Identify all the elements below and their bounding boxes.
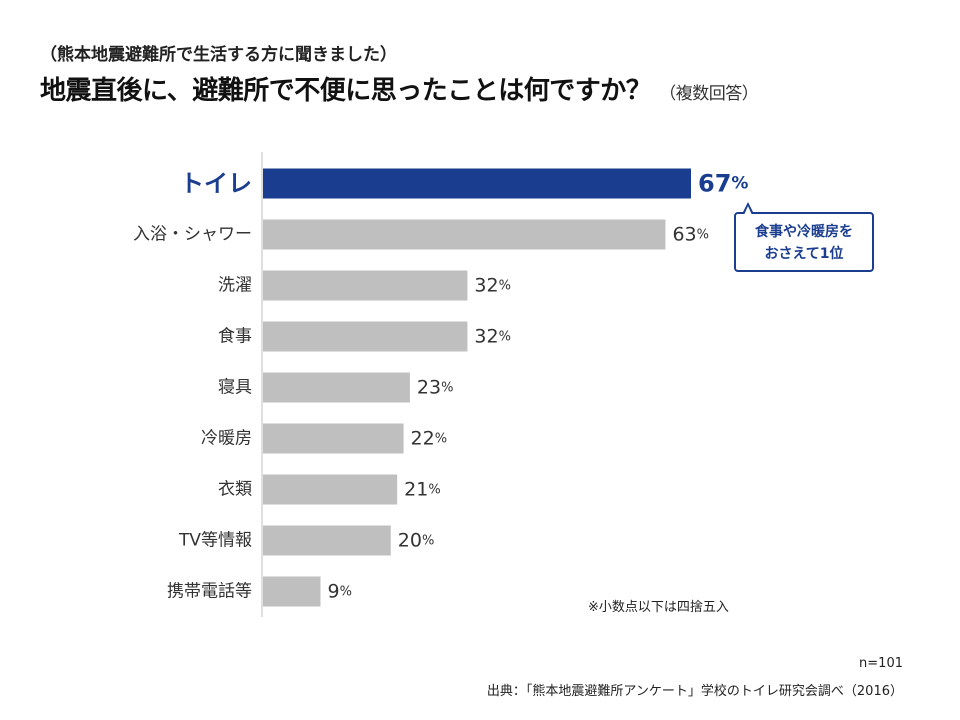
value-label: 32%	[474, 326, 511, 348]
chart-title-text: 地震直後に、避難所で不便に思ったことは何ですか？	[40, 76, 652, 106]
value-label: 9%	[327, 581, 351, 603]
bar-2	[263, 219, 666, 250]
value-label: 23%	[417, 377, 454, 399]
value-label: 21%	[404, 479, 441, 501]
value-label: 63%	[672, 224, 709, 246]
value-label: 67%	[698, 170, 748, 198]
bar-5	[263, 372, 410, 403]
category-label: TV等情報	[178, 531, 252, 551]
category-label: 食事	[218, 327, 252, 347]
title-note: （複数回答）	[659, 84, 759, 104]
category-label: 寝具	[218, 377, 252, 398]
value-label: 32%	[474, 275, 511, 297]
sample-size: n=101	[859, 656, 903, 671]
category-label: 衣類	[218, 480, 252, 500]
category-label: トイレ	[180, 170, 252, 198]
bar-3	[263, 270, 468, 301]
value-label: 20%	[398, 530, 435, 552]
bar-7	[263, 474, 398, 505]
bar-9	[263, 576, 321, 607]
source-note: 出典：「熊本地震避難所アンケート」学校のトイレ研究会調べ（2016）	[486, 684, 903, 699]
category-label: 冷暖房	[201, 429, 252, 449]
category-label: 携帯電話等	[167, 582, 252, 602]
value-label: 22%	[411, 428, 448, 450]
chart-subtitle: （熊本地震避難所で生活する方に聞きました）	[40, 45, 397, 65]
chart-title: 地震直後に、避難所で不便に思ったことは何ですか？ （複数回答）	[40, 70, 759, 107]
bar-1	[263, 168, 691, 199]
callout-line-2: おさえて1位	[764, 246, 844, 262]
callout-line-1: 食事や冷暖房を	[755, 224, 853, 240]
category-label: 入浴・シャワー	[133, 225, 252, 245]
rounding-note: ※小数点以下は四捨五入	[588, 600, 729, 615]
callout-box: 食事や冷暖房を おさえて1位	[734, 202, 874, 272]
bar-8	[263, 525, 391, 556]
category-label: 洗濯	[218, 276, 252, 296]
bar-6	[263, 423, 404, 454]
bar-4	[263, 321, 468, 352]
